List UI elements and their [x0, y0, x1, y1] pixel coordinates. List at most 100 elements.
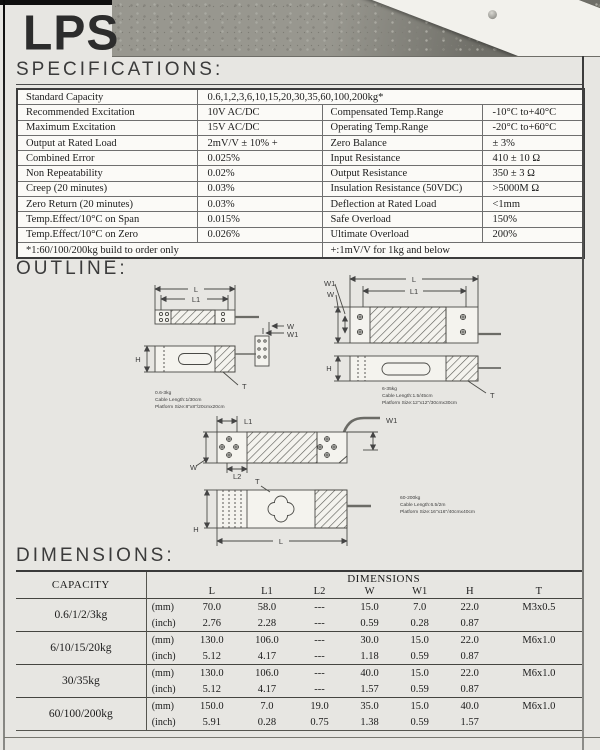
dim-value-cell: 40.0: [344, 664, 395, 681]
dim-row-mm: 30/35kg (mm) 130.0 106.0 --- 40.0 15.0 22.0 M6x1…: [16, 664, 583, 698]
spec-label-cell: Safe Overload: [321, 211, 483, 228]
col-header-T: T: [535, 585, 543, 597]
dim-value-cell: ---: [294, 598, 345, 615]
page-bottom-rule: [4, 737, 600, 738]
dim-capacity-cell: 0.6/1/2/3kg: [16, 598, 147, 632]
dim-label-L: L: [412, 275, 416, 284]
dim-unit-cell: (mm): [146, 664, 185, 681]
page-right-border: [582, 56, 584, 750]
dim-label-H: H: [326, 364, 331, 373]
page-title: LPS: [23, 6, 120, 61]
dim-row-inch: (inch) 2.76 2.28 --- 0.59 0.28 0.87: [16, 615, 583, 632]
outline-drawing-large: L1 W1 W: [190, 416, 475, 546]
dim-label-L2: L2: [233, 472, 241, 481]
spec-label-cell: Creep (20 minutes): [16, 180, 198, 198]
dim-unit-cell: (inch): [151, 683, 176, 695]
dim-value-cell: [495, 714, 583, 731]
spec-label-cell: Temp.Effect/10°C on Zero: [16, 226, 198, 243]
dim-value-cell: 30.0: [344, 631, 395, 648]
dim-value-cell: 0.87: [460, 650, 479, 662]
unit-header: [146, 571, 184, 599]
dim-label-L1: L1: [192, 295, 200, 304]
dim-value-cell: [495, 648, 583, 665]
dim-unit-cell: (inch): [151, 617, 176, 629]
dim-value-cell: 5.12: [202, 650, 222, 662]
capacity-header: CAPACITY: [16, 571, 147, 599]
dim-value-cell: 0.28: [410, 617, 429, 629]
dim-value-cell: ---: [314, 683, 325, 695]
heading-rule: [16, 84, 583, 85]
dim-value-cell: 15.0: [394, 697, 445, 714]
dim-label-W: W: [327, 290, 335, 299]
dim-row-inch: (inch) 5.91 0.28 0.75 1.38 0.59 1.57: [16, 714, 583, 731]
col-header-L2: L2: [313, 585, 326, 597]
spec-row: Maximum Excitation 15V AC/DC Operating Tem…: [16, 119, 585, 136]
dim-value-cell: ---: [314, 617, 325, 629]
dim-label-T: T: [255, 477, 260, 486]
spec-value-cell: -20°C to+60°C: [481, 119, 585, 136]
specifications-heading: SPECIFICATIONS:: [16, 59, 224, 80]
spec-value-cell: 410 ± 10 Ω: [481, 150, 585, 167]
col-header-W: W: [364, 585, 375, 597]
dim-header-row-2: L L1 L2 W W1 H T: [16, 585, 583, 599]
col-header-L: L: [208, 585, 216, 597]
specifications-section: Standard Capacity 0.6,1,2,3,6,10,15,20,30…: [16, 88, 585, 260]
dim-value-cell: 1.38: [360, 716, 379, 728]
dim-label-W1: W1: [386, 416, 397, 425]
drawing-caption: Cable Length:1.5/45cm: [382, 393, 433, 399]
dim-value-cell: 130.0: [184, 631, 240, 648]
drawing-caption: Cable Length:6.5/2m: [400, 502, 445, 508]
spec-row: Combined Error 0.025% Input Resistance 410 …: [16, 150, 585, 167]
dim-row-mm: 6/10/15/20kg (mm) 130.0 106.0 --- 30.0 15.0 22.…: [16, 631, 583, 665]
dim-value-cell: M6x1.0: [494, 697, 583, 714]
dim-value-cell: 106.0: [239, 664, 295, 681]
dim-unit-cell: (mm): [146, 697, 185, 714]
spec-label-cell: Output Resistance: [321, 165, 483, 182]
spec-label-cell: Zero Return (20 minutes): [16, 196, 198, 213]
dim-value-cell: 0.59: [410, 650, 429, 662]
dim-value-cell: ---: [294, 664, 345, 681]
screw-icon: [486, 8, 499, 21]
spec-value-cell: 350 ± 3 Ω: [481, 165, 585, 182]
drawing-caption: Platform Size:12"x12"/30cmx30cm: [382, 400, 457, 406]
dim-value-cell: 150.0: [184, 697, 240, 714]
dim-label-W1: W1: [287, 330, 298, 339]
dim-value-cell: 22.0: [444, 598, 495, 615]
dim-value-cell: 4.17: [257, 650, 277, 662]
spec-value-cell: 0.025%: [196, 150, 323, 167]
outline-drawing-small: L L1 W W1: [135, 285, 298, 410]
dim-unit-cell: (inch): [151, 650, 176, 662]
spec-row: Output at Rated Load 2mV/V ± 10% + Zero Ba…: [16, 134, 585, 152]
dim-value-cell: [495, 615, 583, 632]
spec-label-cell: Temp.Effect/10°C on Span: [16, 211, 198, 228]
spec-value-cell: >5000M Ω: [481, 180, 585, 198]
spec-label-cell: Ultimate Overload: [321, 226, 483, 243]
spec-label-cell: Output at Rated Load: [16, 134, 198, 152]
load-cell-beam: [363, 0, 600, 56]
outline-heading: OUTLINE:: [16, 258, 128, 279]
spec-footnote-left: *1:60/100/200kg build to order only: [16, 241, 323, 259]
dim-value-cell: 2.28: [257, 617, 277, 629]
dim-value-cell: [495, 681, 583, 698]
dim-value-cell: 0.59: [410, 716, 429, 728]
spec-value-cell: 2mV/V ± 10% +: [196, 134, 323, 152]
dim-value-cell: 130.0: [184, 664, 240, 681]
dim-value-cell: 22.0: [444, 631, 495, 648]
dim-label-L1: L1: [244, 417, 252, 426]
outline-drawings: L L1 W W1: [135, 275, 501, 546]
dim-label-L: L: [279, 537, 283, 546]
outline-drawing-mid: L L1 W1 W: [324, 275, 501, 406]
dim-unit-cell: (mm): [146, 631, 185, 648]
spec-value-cell: 0.026%: [196, 226, 323, 243]
dim-capacity-cell: 6/10/15/20kg: [16, 631, 147, 665]
dim-unit-cell: (mm): [146, 598, 185, 615]
dim-row-inch: (inch) 5.12 4.17 --- 1.18 0.59 0.87: [16, 648, 583, 665]
spec-row: Temp.Effect/10°C on Zero 0.026% Ultimate O…: [16, 226, 585, 243]
spec-value-cell: ± 3%: [481, 134, 585, 152]
dimensions-header: DIMENSIONS: [347, 572, 421, 585]
dim-header-row-1: CAPACITY DIMENSIONS: [16, 571, 583, 599]
dim-value-cell: 2.76: [202, 617, 222, 629]
dim-capacity-cell: 60/100/200kg: [16, 697, 147, 731]
spec-value-cell: 150%: [481, 211, 585, 228]
spec-row: Zero Return (20 minutes) 0.03% Deflection …: [16, 196, 585, 213]
